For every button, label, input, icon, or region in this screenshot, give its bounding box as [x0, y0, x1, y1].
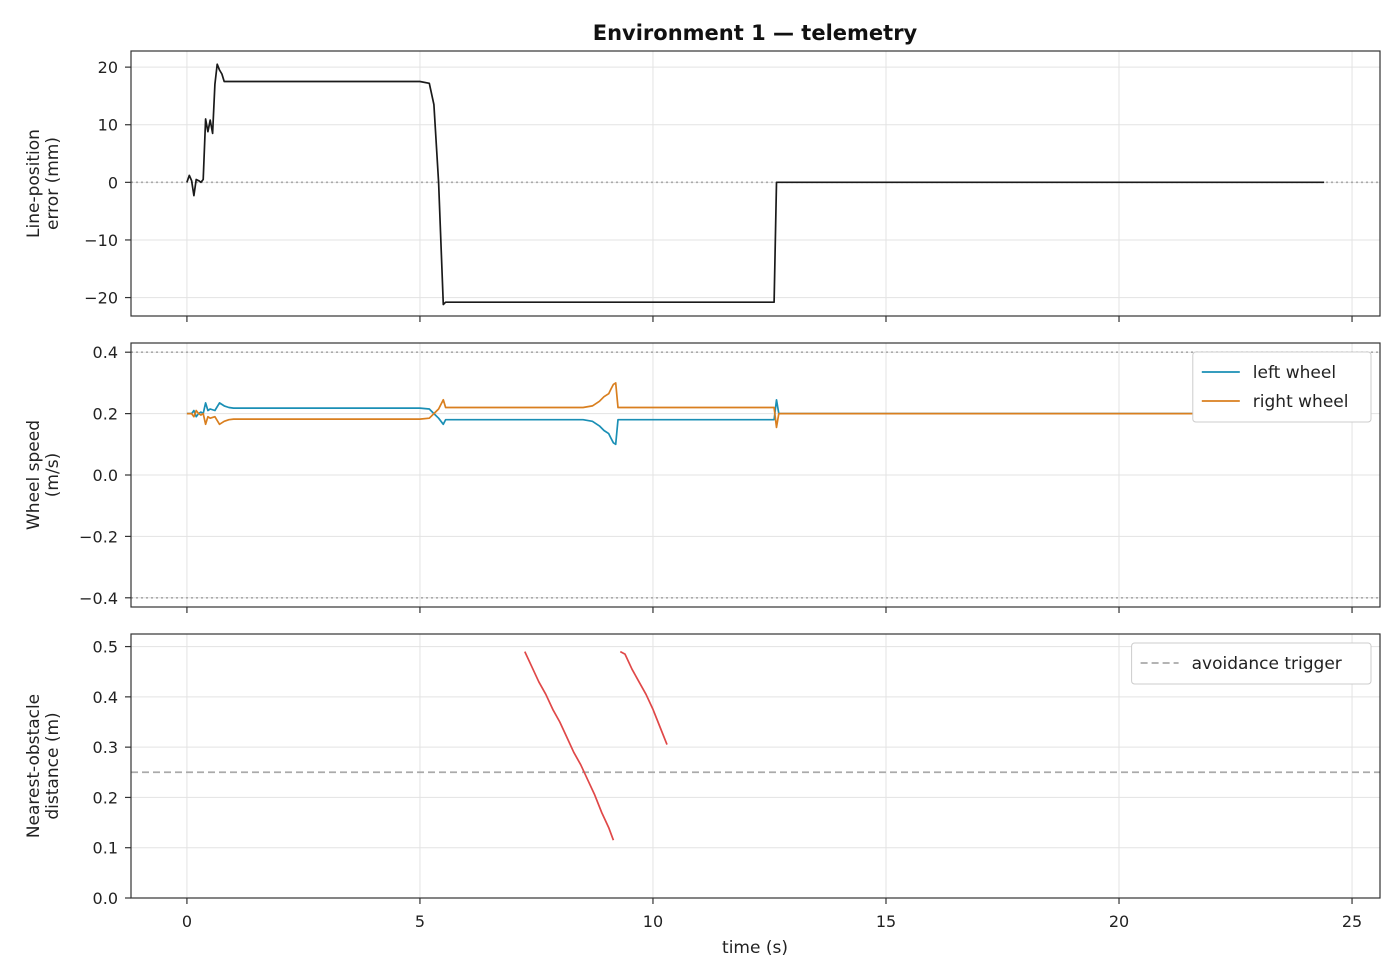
panel-1-series-line-0 — [186, 63, 1325, 306]
x-tick-label-3: 15 — [876, 912, 896, 931]
panel-1-y-axis-label: Line-positionerror (mm) — [24, 129, 63, 238]
panel-1-y-axis-label-line-0: Line-position — [24, 129, 44, 238]
panel-2-y-axis-label-line-0: Wheel speed — [24, 420, 44, 530]
panel-3-series-line-0 — [524, 651, 615, 841]
panel-2-y-axis-label-line-1: (m/s) — [43, 453, 63, 497]
panel-2-legend: left wheel right wheel — [1192, 351, 1372, 423]
panel-3-y-tick-label-0: 0.5 — [93, 638, 118, 657]
x-tick-label-0: 0 — [182, 912, 192, 931]
panel-2: 0.4 0.2 0.0 −0.2 −0.4 Wheel speed(m/s) left wh… — [24, 342, 1381, 613]
x-tick-label-5: 25 — [1342, 912, 1362, 931]
panel-2-y-tick-label-4: −0.4 — [79, 589, 118, 608]
panel-3-y-axis-label-line-0: Nearest-obstacle — [24, 694, 44, 838]
panel-3-y-axis-label-line-1: distance (m) — [43, 712, 63, 819]
panel-2-series-line-0 — [186, 398, 1325, 446]
panel-2-legend-label-0: left wheel — [1253, 363, 1336, 383]
panel-2-y-tick-label-2: 0.0 — [93, 466, 118, 485]
panel-1: 20 10 0 −10 −20 Line-positionerror (mm) — [24, 50, 1381, 322]
chart-title: Environment 1 — telemetry — [593, 21, 918, 45]
panel-1-y-tick-label-2: 0 — [108, 173, 118, 192]
panel-3-plot-frame — [130, 633, 1381, 899]
panel-1-y-tick-label-4: −20 — [84, 289, 118, 308]
panel-3: 0.5 0.4 0.3 0.2 0.1 0.0 0 5 10 15 20 25 Nearest-obst… — [24, 633, 1381, 931]
panel-1-y-tick-label-0: 20 — [98, 58, 118, 77]
panel-2-y-tick-label-3: −0.2 — [79, 527, 118, 546]
panel-1-y-axis-label-line-1: error (mm) — [43, 137, 63, 230]
panel-2-y-tick-label-1: 0.2 — [93, 405, 118, 424]
panel-3-y-axis-label: Nearest-obstacledistance (m) — [24, 694, 63, 838]
panel-1-y-tick-label-3: −10 — [84, 231, 118, 250]
panel-3-y-tick-label-1: 0.4 — [93, 688, 118, 707]
panel-1-plot-frame — [130, 50, 1381, 317]
x-axis-label: time (s) — [722, 938, 788, 958]
x-tick-label-4: 20 — [1109, 912, 1129, 931]
panel-3-legend: avoidance trigger — [1131, 642, 1372, 685]
panel-3-y-tick-label-4: 0.1 — [93, 839, 118, 858]
panel-3-y-tick-label-5: 0.0 — [93, 889, 118, 908]
panel-3-legend-label-0: avoidance trigger — [1192, 654, 1342, 674]
panel-3-y-tick-label-3: 0.2 — [93, 788, 118, 807]
panel-3-y-tick-label-2: 0.3 — [93, 738, 118, 757]
panel-2-legend-label-1: right wheel — [1253, 392, 1349, 412]
x-tick-label-1: 5 — [415, 912, 425, 931]
panel-3-legend-box — [1131, 642, 1372, 685]
panel-1-y-tick-label-1: 10 — [98, 116, 118, 135]
panel-2-y-tick-label-0: 0.4 — [93, 343, 118, 362]
chart-panels: 20 10 0 −10 −20 Line-positionerror (mm) 0.4 0.2… — [24, 50, 1381, 931]
panel-3-series-line-1 — [619, 650, 668, 745]
x-tick-label-2: 10 — [643, 912, 663, 931]
panel-2-legend-box — [1192, 351, 1372, 423]
panel-2-y-axis-label: Wheel speed(m/s) — [24, 420, 63, 530]
panel-2-series-line-1 — [186, 382, 1325, 429]
